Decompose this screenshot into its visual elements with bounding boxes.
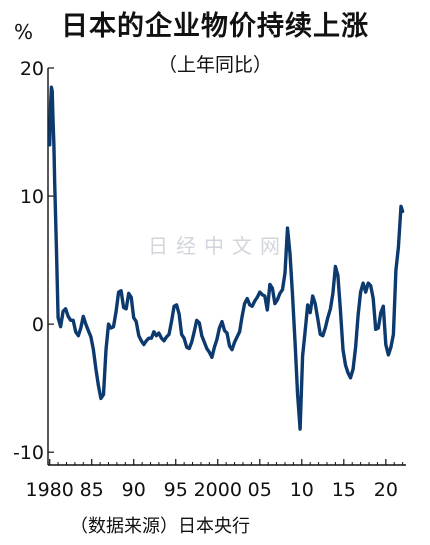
chart-title: 日本的企业物价持续上涨 [61, 11, 369, 42]
y-tick-label: 20 [20, 58, 44, 80]
chart-axes [47, 68, 406, 466]
x-tick-label: 10 [290, 479, 314, 501]
x-tick-label: 95 [164, 479, 188, 501]
x-tick-label: 20 [374, 479, 398, 501]
chart-ticks: 20 10 0 -10 1980 85 90 95 2000 05 10 15 20 [13, 58, 404, 501]
chart-series [48, 85, 405, 431]
y-axis-unit: % [14, 20, 34, 44]
x-tick-label: 85 [80, 479, 104, 501]
watermark-text: 日经中文网 [148, 234, 288, 258]
series-line-0 [48, 85, 405, 431]
x-tick-label: 05 [248, 479, 272, 501]
y-tick-label: -10 [13, 442, 44, 464]
chart-subtitle: （上年同比） [157, 54, 272, 76]
x-tick-label: 2000 [194, 479, 242, 501]
x-tick-label: 90 [122, 479, 146, 501]
y-tick-label: 10 [20, 186, 44, 208]
x-tick-label: 1980 [26, 479, 74, 501]
x-tick-label: 15 [332, 479, 356, 501]
data-source: （数据来源）日本央行 [70, 516, 250, 537]
y-tick-label: 0 [32, 314, 44, 336]
